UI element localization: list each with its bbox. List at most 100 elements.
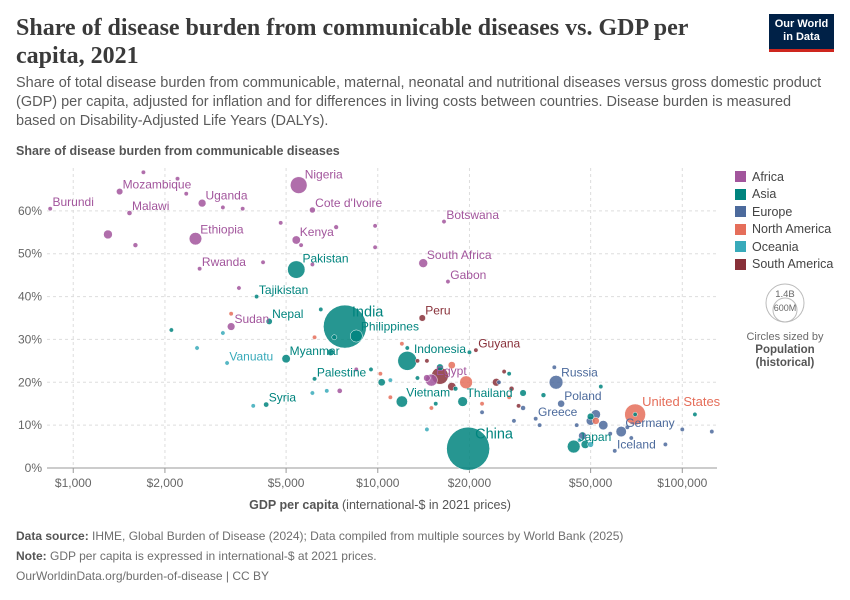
bubble[interactable]: [399, 341, 405, 347]
bubble[interactable]: [452, 386, 459, 392]
bubble[interactable]: [333, 224, 339, 230]
bubble[interactable]: [377, 371, 383, 377]
bubble[interactable]: [377, 378, 386, 387]
bubble[interactable]: [537, 422, 543, 428]
bubble[interactable]: [598, 420, 609, 431]
bubble-mozambique[interactable]: [116, 188, 124, 196]
bubble-uganda[interactable]: [198, 199, 207, 208]
bubble[interactable]: [540, 392, 547, 398]
bubble-burundi[interactable]: [47, 206, 53, 212]
bubble[interactable]: [168, 327, 174, 333]
bubble[interactable]: [662, 441, 668, 447]
bubble[interactable]: [496, 379, 502, 385]
bubble[interactable]: [424, 426, 430, 432]
bubble[interactable]: [175, 176, 180, 182]
bubble[interactable]: [424, 358, 430, 364]
bubble[interactable]: [466, 349, 472, 355]
bubble[interactable]: [312, 334, 318, 340]
bubble[interactable]: [578, 431, 587, 441]
bubble[interactable]: [240, 206, 246, 212]
bubble[interactable]: [318, 306, 324, 312]
bubble[interactable]: [520, 405, 526, 411]
bubble[interactable]: [423, 374, 431, 382]
bubble[interactable]: [387, 377, 393, 383]
bubble[interactable]: [632, 411, 638, 417]
bubble[interactable]: [459, 375, 473, 389]
bubble-malawi[interactable]: [126, 210, 133, 216]
bubble-iceland[interactable]: [612, 448, 618, 454]
footer-url[interactable]: OurWorldinData.org/burden-of-disease | C…: [16, 569, 270, 583]
bubble[interactable]: [598, 384, 604, 390]
bubble-poland[interactable]: [557, 399, 565, 408]
bubble-palestine[interactable]: [312, 376, 318, 382]
bubble[interactable]: [506, 371, 512, 377]
bubble[interactable]: [592, 417, 600, 425]
bubble[interactable]: [404, 345, 410, 351]
bubble-thailand[interactable]: [457, 396, 468, 407]
bubble[interactable]: [368, 366, 374, 372]
bubble-kenya[interactable]: [291, 235, 301, 245]
bubble[interactable]: [679, 426, 685, 432]
bubble[interactable]: [607, 431, 613, 437]
legend-item-oceania[interactable]: Oceania: [735, 238, 833, 256]
bubble-germany[interactable]: [615, 426, 627, 438]
source-text[interactable]: IHME, Global Burden of Disease (2024); D…: [92, 529, 624, 543]
bubble[interactable]: [479, 401, 485, 407]
bubble-botswana[interactable]: [441, 219, 447, 225]
bubble[interactable]: [387, 394, 393, 400]
bubble[interactable]: [324, 388, 330, 394]
bubble[interactable]: [415, 358, 420, 364]
bubble[interactable]: [519, 389, 527, 397]
bubble-pakistan[interactable]: [287, 260, 306, 279]
bubble[interactable]: [587, 441, 594, 448]
bubble-nigeria[interactable]: [290, 176, 308, 194]
bubble-tajikistan[interactable]: [254, 294, 260, 300]
bubble[interactable]: [692, 411, 698, 417]
bubble-vanuatu[interactable]: [224, 360, 230, 366]
bubble[interactable]: [228, 311, 234, 317]
bubble[interactable]: [574, 422, 580, 428]
bubble-rwanda[interactable]: [197, 266, 203, 272]
bubble[interactable]: [428, 405, 434, 411]
bubble[interactable]: [103, 229, 113, 240]
bubble[interactable]: [551, 364, 557, 370]
bubble[interactable]: [250, 403, 256, 409]
bubble[interactable]: [278, 220, 284, 226]
bubble[interactable]: [479, 409, 485, 415]
bubble[interactable]: [624, 424, 630, 430]
bubble-peru[interactable]: [418, 314, 426, 322]
legend-item-north-america[interactable]: North America: [735, 221, 833, 239]
bubble[interactable]: [415, 375, 420, 381]
bubble[interactable]: [577, 437, 583, 443]
bubble[interactable]: [236, 285, 242, 291]
bubble[interactable]: [447, 361, 456, 370]
bubble-ethiopia[interactable]: [188, 232, 203, 246]
bubble-south-africa[interactable]: [418, 258, 428, 268]
bubble[interactable]: [220, 330, 226, 336]
bubble-china[interactable]: [446, 426, 490, 471]
bubble-russia[interactable]: [548, 375, 564, 390]
bubble-cote-d-ivoire[interactable]: [309, 206, 316, 214]
bubble[interactable]: [309, 261, 315, 267]
bubble[interactable]: [331, 334, 338, 341]
bubble[interactable]: [586, 412, 595, 421]
bubble-syria[interactable]: [263, 401, 270, 408]
bubble[interactable]: [353, 366, 359, 372]
bubble[interactable]: [372, 223, 378, 229]
bubble[interactable]: [709, 429, 715, 435]
bubble[interactable]: [436, 363, 444, 371]
legend-item-asia[interactable]: Asia: [735, 186, 833, 204]
bubble[interactable]: [336, 388, 343, 394]
bubble-vietnam[interactable]: [395, 395, 408, 408]
owid-logo[interactable]: Our World in Data: [769, 14, 834, 52]
legend-item-europe[interactable]: Europe: [735, 203, 833, 221]
bubble[interactable]: [372, 244, 378, 250]
bubble[interactable]: [628, 435, 634, 441]
bubble[interactable]: [506, 394, 512, 400]
bubble[interactable]: [326, 348, 335, 356]
bubble-greece[interactable]: [533, 416, 539, 422]
bubble[interactable]: [194, 345, 200, 351]
bubble-sudan[interactable]: [227, 322, 236, 331]
bubble[interactable]: [508, 385, 515, 392]
bubble-philippines[interactable]: [349, 329, 363, 343]
